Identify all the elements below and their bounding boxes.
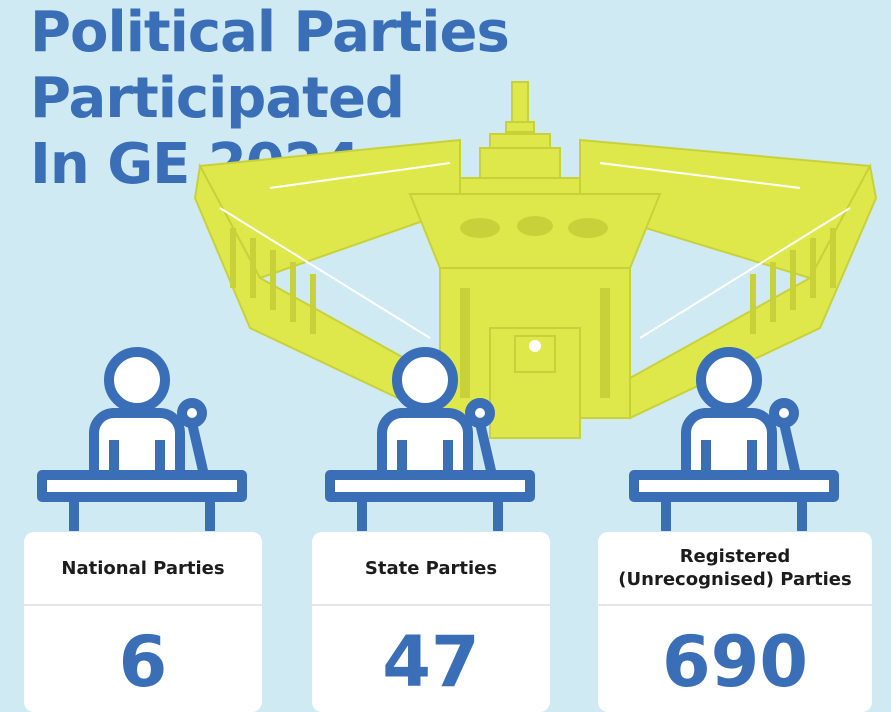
- card-divider: [24, 604, 262, 606]
- speaker-podium-icon: [37, 347, 247, 531]
- state-parties-card: State Parties 47: [312, 532, 550, 712]
- card-label-line-2: (Unrecognised) Parties: [618, 569, 852, 590]
- card-label: National Parties: [61, 557, 225, 579]
- parliament-building-icon: [193, 81, 878, 439]
- card-label: Registered (Unrecognised) Parties: [598, 532, 872, 604]
- card-value: 690: [661, 621, 809, 703]
- card-divider: [598, 604, 872, 606]
- national-parties-card: National Parties 6: [24, 532, 262, 712]
- card-label-line-1: Registered: [679, 546, 791, 567]
- speaker-podium-icon: [325, 347, 535, 531]
- card-value: 47: [382, 621, 480, 703]
- card-label: State Parties: [364, 557, 498, 579]
- card-value: 6: [118, 621, 168, 703]
- registered-parties-card: Registered (Unrecognised) Parties 690: [598, 532, 872, 712]
- speaker-podium-icon: [629, 347, 839, 531]
- card-divider: [312, 604, 550, 606]
- title-line-1: Political Parties Participated: [30, 0, 510, 131]
